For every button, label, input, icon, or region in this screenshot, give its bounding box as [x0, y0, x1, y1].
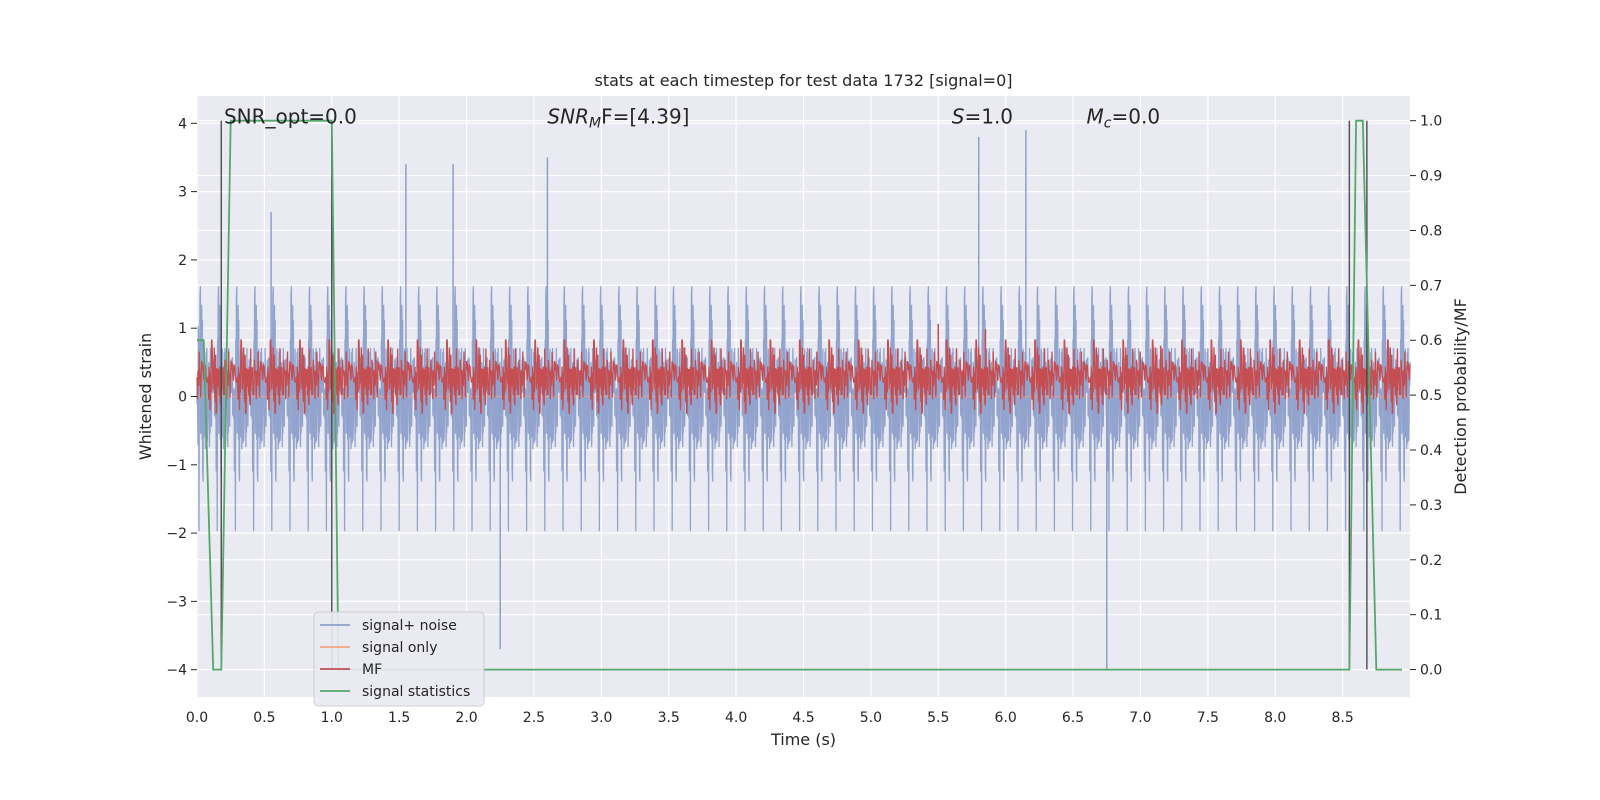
y-right-tick-label: 0.1 — [1420, 608, 1442, 624]
x-tick-label: 2.5 — [523, 710, 545, 726]
x-tick-label: 4.0 — [725, 710, 747, 726]
y-right-tick-label: 1.0 — [1420, 114, 1442, 130]
x-tick-label: 6.0 — [995, 710, 1017, 726]
noise-line — [196, 286, 1411, 532]
x-tick-label: 8.0 — [1264, 710, 1286, 726]
y-axis-ticks: 4 3 2 1 0 −1 −2 −3 −4 — [166, 116, 197, 679]
y-right-tick-label: 0.2 — [1420, 553, 1442, 569]
y-right-tick-label: 0.4 — [1420, 443, 1442, 459]
legend: signal+ noise signal only MF signal statist… — [313, 611, 485, 707]
legend-entry: signal only — [362, 640, 437, 656]
y-tick-label: −1 — [166, 458, 187, 474]
y-right-axis-ticks: 1.0 0.9 0.8 0.7 0.6 0.5 0.4 0.3 0.2 0.1 0.0 — [1410, 114, 1442, 679]
annotation-snr-mf: SNRMF=[4.39] — [547, 104, 689, 131]
x-tick-label: 5.5 — [927, 710, 949, 726]
y-tick-label: 3 — [178, 185, 187, 201]
series-mf — [196, 323, 1411, 415]
x-tick-label: 7.5 — [1197, 710, 1219, 726]
y-tick-label: −4 — [166, 663, 187, 679]
x-tick-label: 5.0 — [860, 710, 882, 726]
series-signal-noise — [196, 130, 1411, 670]
x-tick-label: 7.0 — [1129, 710, 1151, 726]
y-tick-label: −2 — [166, 526, 187, 542]
x-tick-label: 3.0 — [590, 710, 612, 726]
vertical-markers — [220, 120, 1368, 670]
x-tick-label: 8.5 — [1331, 710, 1353, 726]
legend-box — [313, 611, 485, 707]
x-tick-label: 0.5 — [253, 710, 275, 726]
x-tick-label: 6.5 — [1062, 710, 1084, 726]
x-tick-label: 1.5 — [388, 710, 410, 726]
annotation-snr-opt: SNR_opt=0.0 — [224, 104, 357, 128]
y-tick-label: 0 — [178, 390, 187, 406]
legend-entry: signal statistics — [362, 684, 470, 700]
y-tick-label: −3 — [166, 594, 187, 610]
annotation-mc: Mc=0.0 — [1087, 104, 1161, 131]
annotation-s-stat: S=1.0 — [952, 104, 1013, 128]
x-tick-label: 4.5 — [792, 710, 814, 726]
chart-title: stats at each timestep for test data 173… — [594, 71, 1012, 90]
legend-entry: signal+ noise — [362, 618, 457, 634]
y-right-tick-label: 0.7 — [1420, 278, 1442, 294]
x-tick-label: 2.0 — [455, 710, 477, 726]
x-tick-label: 1.0 — [321, 710, 343, 726]
y-axis-label: Whitened strain — [136, 333, 155, 460]
x-tick-label: 0.0 — [186, 710, 208, 726]
x-axis-ticks: 0.0 0.5 1.0 1.5 2.0 2.5 3.0 3.5 4.0 4.5 5.0 5.5 6.0 6… — [186, 710, 1354, 726]
y-tick-label: 1 — [178, 321, 187, 337]
x-tick-label: 3.5 — [658, 710, 680, 726]
legend-entry: MF — [362, 662, 382, 678]
y-right-tick-label: 0.6 — [1420, 333, 1442, 349]
y-right-tick-label: 0.9 — [1420, 169, 1442, 185]
mf-line — [196, 339, 1411, 415]
y-tick-label: 2 — [178, 253, 187, 269]
y-right-tick-label: 0.0 — [1420, 663, 1442, 679]
y-right-tick-label: 0.3 — [1420, 498, 1442, 514]
y-right-tick-label: 0.8 — [1420, 223, 1442, 239]
y-tick-label: 4 — [178, 116, 187, 132]
y-right-axis-label: Detection probability/MF — [1451, 298, 1470, 495]
annotations: SNR_opt=0.0 SNRMF=[4.39] S=1.0 Mc=0.0 — [224, 104, 1160, 131]
x-axis-label: Time (s) — [770, 730, 836, 749]
y-right-tick-label: 0.5 — [1420, 388, 1442, 404]
